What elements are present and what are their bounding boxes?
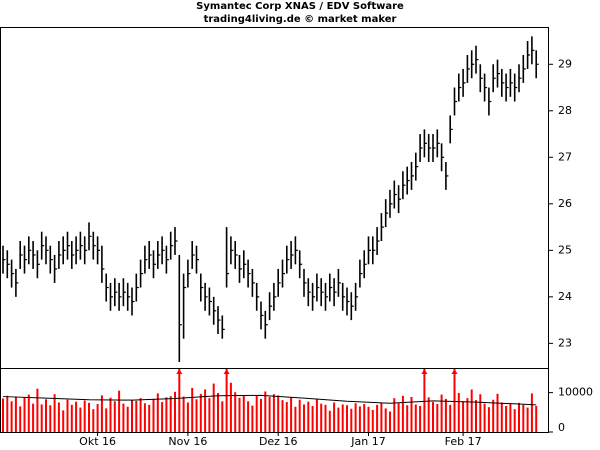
x-tick-label: Jan 17 <box>350 435 385 448</box>
y-tick-label: 25 <box>558 243 572 256</box>
y-tick-label: 0 <box>558 421 565 434</box>
overflow-arrow <box>421 369 428 374</box>
y-tick-label: 23 <box>558 336 572 349</box>
y-tick-label: 27 <box>558 150 572 163</box>
x-tick-label: Okt 16 <box>79 435 116 448</box>
x-tick-label: Dez 16 <box>259 435 298 448</box>
moving-average <box>2 394 537 406</box>
y-tick-label: 28 <box>558 104 572 117</box>
y-tick-label: 26 <box>558 197 572 210</box>
overflow-arrow <box>176 369 183 374</box>
x-tick-label: Feb 17 <box>445 435 482 448</box>
price-frame <box>0 27 549 369</box>
x-tick-label: Nov 16 <box>168 435 207 448</box>
y-tick-label: 10000 <box>558 386 593 399</box>
overflow-arrow <box>223 369 230 374</box>
y-tick-label: 24 <box>558 290 572 303</box>
chart-subtitle: trading4living.de © market maker <box>204 14 397 25</box>
volume-frame <box>0 368 549 433</box>
y-tick-label: 29 <box>558 57 572 70</box>
overflow-arrow <box>451 369 458 374</box>
chart-title: Symantec Corp XNAS / EDV Software <box>196 1 404 12</box>
